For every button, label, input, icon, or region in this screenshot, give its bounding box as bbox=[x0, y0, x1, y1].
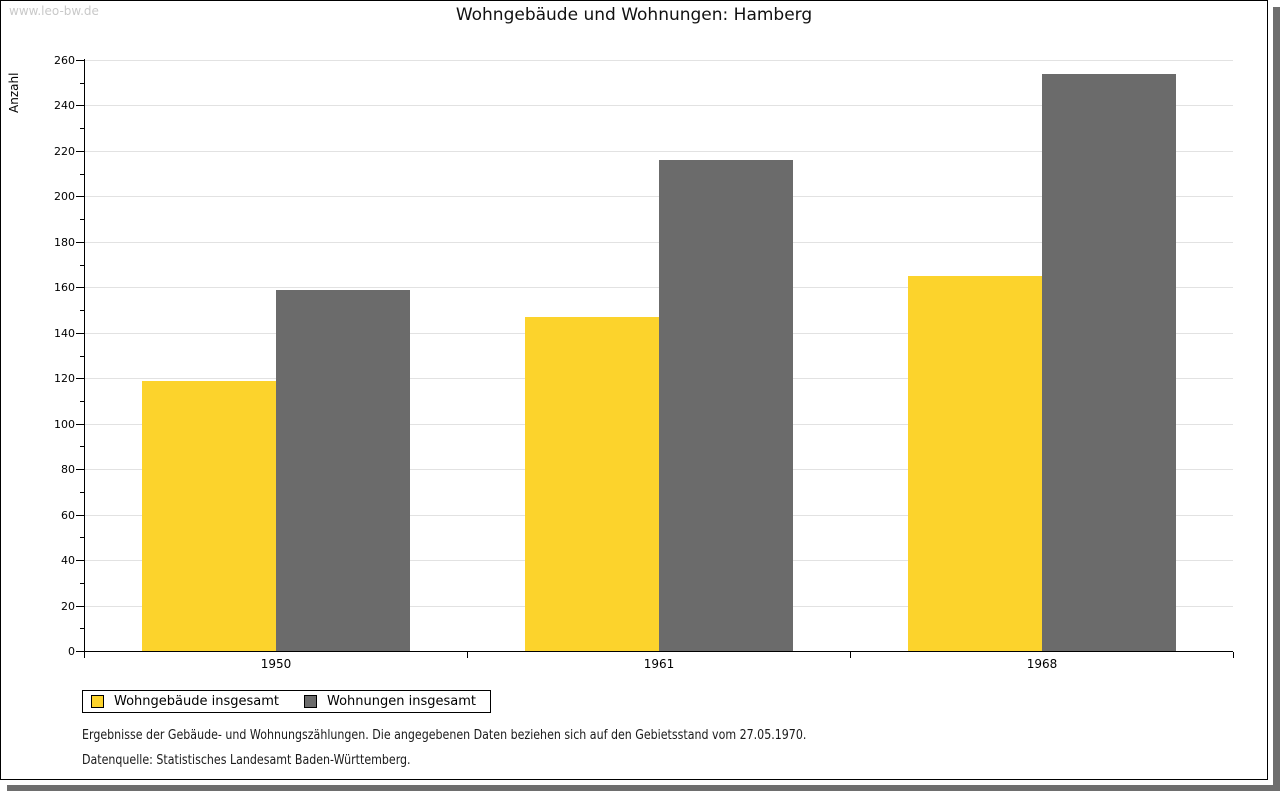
gridline bbox=[84, 150, 1233, 152]
y-tick-label: 80 bbox=[61, 463, 75, 477]
legend-swatch bbox=[304, 695, 317, 708]
gridline bbox=[84, 241, 1233, 243]
legend-swatch bbox=[91, 695, 104, 708]
y-major-tick bbox=[76, 651, 84, 652]
legend-entry: Wohngebäude insgesamt bbox=[91, 694, 279, 709]
y-major-tick bbox=[76, 378, 84, 380]
gridline bbox=[84, 196, 1233, 198]
x-boundary-tick bbox=[850, 652, 851, 658]
x-tick-label: 1950 bbox=[260, 657, 292, 671]
y-tick-label: 260 bbox=[54, 54, 75, 67]
x-axis-line bbox=[84, 651, 1233, 652]
y-major-tick bbox=[76, 241, 84, 243]
legend-label: Wohnungen insgesamt bbox=[327, 694, 476, 709]
y-tick-label: 240 bbox=[54, 99, 75, 113]
legend-label: Wohngebäude insgesamt bbox=[114, 694, 279, 709]
y-tick-label: 0 bbox=[68, 645, 75, 658]
chart-title: Wohngebäude und Wohnungen: Hamberg bbox=[455, 5, 813, 25]
y-minor-tick bbox=[80, 537, 84, 539]
plot-area: 0 20 40 60 80 100 120 140 160 180 200 220 240 260 1950… bbox=[54, 46, 1234, 671]
x-boundary-tick bbox=[84, 652, 85, 658]
y-major-tick bbox=[76, 514, 84, 516]
watermark: www.leo-bw.de bbox=[9, 4, 99, 18]
footnote-line-1: Ergebnisse der Gebäude- und Wohnungszähl… bbox=[82, 728, 807, 743]
chart-page: www.leo-bw.de Wohngebäude und Wohnungen:… bbox=[0, 0, 1268, 780]
y-minor-tick bbox=[80, 219, 84, 221]
y-major-tick bbox=[76, 469, 84, 471]
legend: Wohngebäude insgesamt Wohnungen insgesamt bbox=[82, 690, 491, 713]
y-minor-tick bbox=[80, 446, 84, 448]
footnote-line-2: Datenquelle: Statistisches Landesamt Bad… bbox=[82, 753, 411, 768]
y-minor-tick bbox=[80, 491, 84, 493]
y-major-tick bbox=[76, 287, 84, 289]
bar bbox=[908, 276, 1042, 651]
y-major-tick bbox=[76, 560, 84, 562]
y-minor-tick bbox=[80, 128, 84, 130]
y-tick-label: 220 bbox=[54, 144, 75, 158]
y-major-tick bbox=[76, 423, 84, 425]
y-major-tick bbox=[76, 605, 84, 607]
x-tick-label: 1961 bbox=[643, 657, 675, 671]
y-axis-line bbox=[84, 59, 85, 652]
y-tick-label: 40 bbox=[61, 554, 75, 568]
y-minor-tick bbox=[80, 82, 84, 84]
y-tick-label: 120 bbox=[54, 372, 75, 386]
gridline bbox=[84, 105, 1233, 107]
y-tick-label: 140 bbox=[54, 326, 75, 340]
gridline bbox=[84, 60, 1233, 61]
y-tick-label: 200 bbox=[54, 190, 75, 204]
bar bbox=[142, 381, 276, 651]
y-minor-tick bbox=[80, 582, 84, 584]
y-tick-label: 160 bbox=[54, 281, 75, 295]
y-major-tick bbox=[76, 105, 84, 107]
y-tick-label: 100 bbox=[54, 417, 75, 431]
y-minor-tick bbox=[80, 264, 84, 266]
y-major-tick bbox=[76, 332, 84, 334]
bar bbox=[276, 290, 410, 651]
bar bbox=[525, 317, 659, 651]
bar bbox=[1042, 74, 1176, 651]
x-boundary-tick bbox=[1233, 652, 1234, 658]
y-tick-label: 20 bbox=[61, 599, 75, 613]
window-shadow-bottom bbox=[7, 785, 1273, 791]
window-shadow-right bbox=[1273, 7, 1280, 791]
y-minor-tick bbox=[80, 628, 84, 630]
y-minor-tick bbox=[80, 400, 84, 402]
gridline bbox=[84, 287, 1233, 289]
y-minor-tick bbox=[80, 355, 84, 357]
x-boundary-tick bbox=[467, 652, 468, 658]
y-major-tick bbox=[76, 60, 84, 61]
bar bbox=[659, 160, 793, 651]
y-major-tick bbox=[76, 150, 84, 152]
y-tick-label: 180 bbox=[54, 235, 75, 249]
y-major-tick bbox=[76, 196, 84, 198]
legend-entry: Wohnungen insgesamt bbox=[304, 694, 476, 709]
y-tick-label: 60 bbox=[61, 508, 75, 522]
y-minor-tick bbox=[80, 173, 84, 175]
y-minor-tick bbox=[80, 310, 84, 312]
x-tick-label: 1968 bbox=[1026, 657, 1058, 671]
